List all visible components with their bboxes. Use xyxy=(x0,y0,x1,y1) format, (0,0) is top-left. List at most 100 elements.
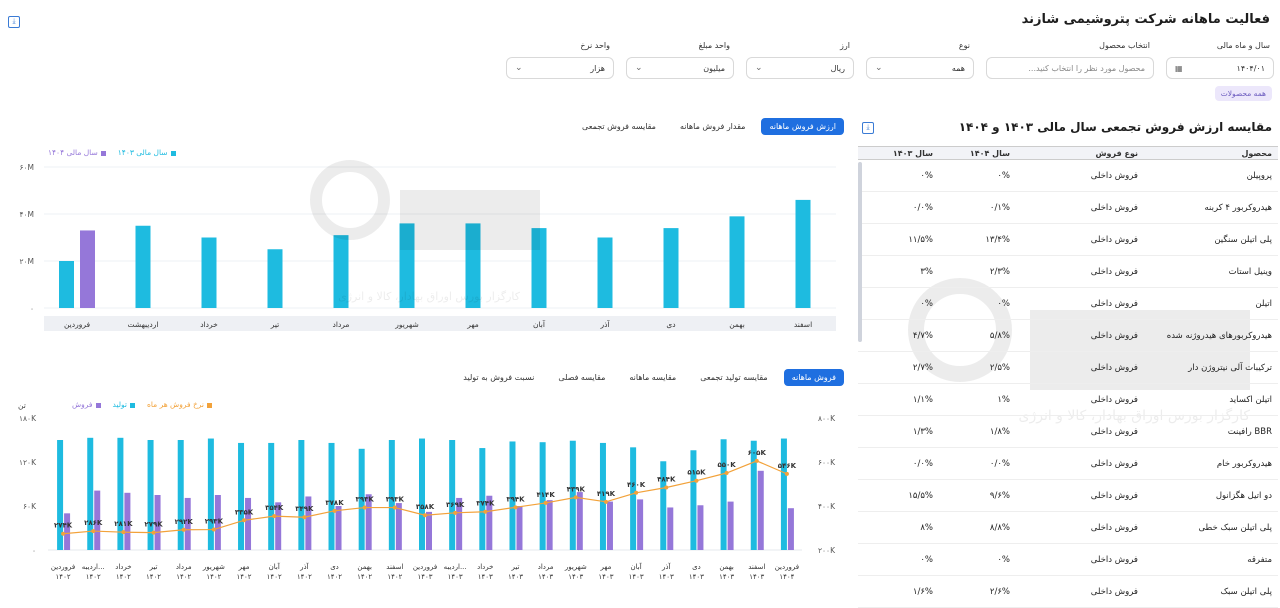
rate-unit-select[interactable]: ⌄ هزار xyxy=(506,57,614,79)
sales-rate-label: ۵۵۰K xyxy=(717,461,736,469)
tab-monthly-sales-value[interactable]: ارزش فروش ماهانه xyxy=(761,118,844,135)
cell-1403: ۰% xyxy=(920,298,933,309)
cell-1404: ۰% xyxy=(997,170,1010,181)
sales-rate-label: ۳۳۵K xyxy=(235,508,254,516)
cell-product: پلی اتیلن سبک xyxy=(1220,586,1272,597)
x-tick-label: مرداد xyxy=(333,320,350,329)
table-header-1403: سال ۱۴۰۳ xyxy=(892,148,933,158)
bar-sales xyxy=(787,508,794,550)
tab-cumulative-sales[interactable]: مقایسه فروش تجمعی xyxy=(582,122,656,131)
sales-rate-point xyxy=(362,505,367,510)
sales-rate-label: ۴۱۴K xyxy=(537,491,556,499)
cell-product: پروپیلن xyxy=(1246,170,1272,181)
tab-sales-production-ratio[interactable]: نسبت فروش به تولید xyxy=(463,373,535,382)
cell-1404: ۲/۵% xyxy=(989,362,1010,373)
x-tick-label-month: خرداد xyxy=(115,563,131,571)
table-row[interactable]: هیدروکربور خام فروش داخلی ۰/۰% ۰/۰% xyxy=(858,448,1278,480)
x-tick-label-month: مهر xyxy=(238,563,250,571)
x-tick-label-month: اسفند xyxy=(386,563,403,571)
tab-monthly-sales-quantity[interactable]: مقدار فروش ماهانه xyxy=(679,122,746,131)
table-title: مقایسه ارزش فروش تجمعی سال مالی ۱۴۰۳ و ۱… xyxy=(958,120,1272,134)
sales-rate-point xyxy=(784,471,789,476)
table-row[interactable]: اتیلن فروش داخلی ۰% ۰% xyxy=(858,288,1278,320)
table-row[interactable]: پروپیلن فروش داخلی ۰% ۰% xyxy=(858,160,1278,192)
fiscal-period-picker[interactable]: ▦ ۱۴۰۴/۰۱ xyxy=(1166,57,1274,79)
sales-rate-label: ۲۷۴K xyxy=(54,522,73,530)
y-tick-label: ۶۰K xyxy=(23,502,37,511)
bar-sales xyxy=(275,502,282,550)
bar-production xyxy=(630,447,637,550)
x-tick-label-month: بهمن xyxy=(719,563,734,571)
bar-1403 xyxy=(135,225,151,308)
table-row[interactable]: هیدروکربور ۴ کربنه فروش داخلی ۰/۱% ۰/۰% xyxy=(858,192,1278,224)
watermark-logo: کارگزار بورس اوراق بهادار، کالا و انرژی xyxy=(908,278,1250,424)
table-body: پروپیلن فروش داخلی ۰% ۰% هیدروکربور ۴ کربنه ف… xyxy=(858,160,1278,608)
x-tick-label-year: ۱۴۰۳ xyxy=(689,573,704,581)
bar-production xyxy=(539,442,546,550)
monthly-sales-value-chart: ۰ ۲۰M ۴۰M ۶۰M فروردین اردیبهشت خرداد تیر مرداد شه… xyxy=(19,163,836,331)
legend-item: سال مالی ۱۴۰۳ xyxy=(118,148,176,157)
table-row[interactable]: متفرقه فروش داخلی ۰% ۰% xyxy=(858,544,1278,576)
tab-cumulative-production[interactable]: مقایسه تولید تجمعی xyxy=(700,373,768,382)
export-icon[interactable]: ⤓ xyxy=(862,122,874,134)
sales-rate-point xyxy=(603,499,608,504)
cell-1404: ۰/۰% xyxy=(989,458,1010,469)
x-tick-label: بهمن xyxy=(729,320,745,329)
table-scrollbar[interactable] xyxy=(858,162,862,342)
tab-monthly-comparison[interactable]: مقایسه ماهانه xyxy=(629,373,677,382)
x-tick-label-month: اسفند xyxy=(748,563,765,571)
cell-1404: ۰% xyxy=(997,298,1010,309)
bar-1403 xyxy=(59,261,74,308)
sales-rate-label: ۶۰۵K xyxy=(748,449,767,457)
sales-rate-label: ۴۳۹K xyxy=(567,485,586,493)
table-row[interactable]: وینیل استات فروش داخلی ۲/۳% ۳% xyxy=(858,256,1278,288)
all-products-chip[interactable]: همه محصولات xyxy=(1214,86,1272,101)
table-row[interactable]: پلی اتیلن سبک فروش داخلی ۲/۶% ۱/۶% xyxy=(858,576,1278,608)
x-tick-label-year: ۱۴۰۴ xyxy=(779,573,794,581)
x-tick-label-year: ۱۴۰۲ xyxy=(297,573,312,581)
table-row[interactable]: هیدروکربورهای هیدروژنه شده فروش داخلی ۵/۸%… xyxy=(858,320,1278,352)
x-tick-label-year: ۱۴۰۳ xyxy=(448,573,463,581)
sales-rate-label: ۳۵۸K xyxy=(416,503,435,511)
table-row[interactable]: رافینت BBR فروش داخلی ۱/۸% ۱/۳% xyxy=(858,416,1278,448)
table-row[interactable]: اتیلن اکساید فروش داخلی ۱% ۱/۱% xyxy=(858,384,1278,416)
tab-seasonal-comparison[interactable]: مقایسه فصلی xyxy=(558,373,606,382)
cell-product: دو اتیل هگزانول xyxy=(1215,490,1272,501)
x-tick-label: آبان xyxy=(533,319,546,329)
watermark-logo: کارگزار بورس اوراق بهادار، کالا و انرژی xyxy=(310,160,540,303)
legend-item: تولید xyxy=(113,400,135,409)
export-icon[interactable]: ⤓ xyxy=(8,16,20,28)
bar-production xyxy=(750,440,757,550)
table-row[interactable]: پلی اتیلن سبک خطی فروش داخلی ۸/۸% ۸% xyxy=(858,512,1278,544)
x-tick-label-year: ۱۴۰۳ xyxy=(568,573,583,581)
product-select[interactable]: محصول مورد نظر را انتخاب کنید... xyxy=(986,57,1154,79)
tab-monthly-sales[interactable]: فروش ماهانه xyxy=(783,369,844,386)
x-tick-label: مهر xyxy=(466,320,479,329)
bar-production xyxy=(358,448,365,550)
bottom-chart-tabs: فروش ماهانه مقایسه تولید تجمعی مقایسه ما… xyxy=(455,369,844,386)
bar-1403 xyxy=(597,237,613,308)
currency-select[interactable]: ⌄ ریال xyxy=(746,57,854,79)
bar-1403 xyxy=(267,249,283,308)
bar-1403 xyxy=(465,223,481,308)
x-tick-label-month: دی xyxy=(692,563,701,571)
x-tick-label-year: ۱۴۰۲ xyxy=(56,573,71,581)
cell-sales-type: فروش داخلی xyxy=(1090,490,1138,501)
table-row[interactable]: پلی اتیلن سنگین فروش داخلی ۱۳/۴% ۱۱/۵% xyxy=(858,224,1278,256)
x-tick-label-month: اردیبه... xyxy=(444,563,467,571)
table-row[interactable]: دو اتیل هگزانول فروش داخلی ۹/۶% ۱۵/۵% xyxy=(858,480,1278,512)
chevron-down-icon: ⌄ xyxy=(635,63,643,73)
legend-item: فروش xyxy=(72,400,101,409)
amount-unit-select[interactable]: ⌄ میلیون xyxy=(626,57,734,79)
sales-rate-point xyxy=(392,505,397,510)
sales-rate-point xyxy=(151,530,156,535)
table-row[interactable]: ترکیبات آلی نیتروژن دار فروش داخلی ۲/۵% ۲/۷… xyxy=(858,352,1278,384)
bar-production xyxy=(509,441,516,550)
bar-sales xyxy=(245,497,252,550)
bar-sales xyxy=(124,492,131,550)
cell-sales-type: فروش داخلی xyxy=(1090,586,1138,597)
bar-production xyxy=(298,440,305,550)
sales-rate-point xyxy=(453,510,458,515)
bar-production xyxy=(720,439,727,550)
type-select[interactable]: ⌄ همه xyxy=(866,57,974,79)
